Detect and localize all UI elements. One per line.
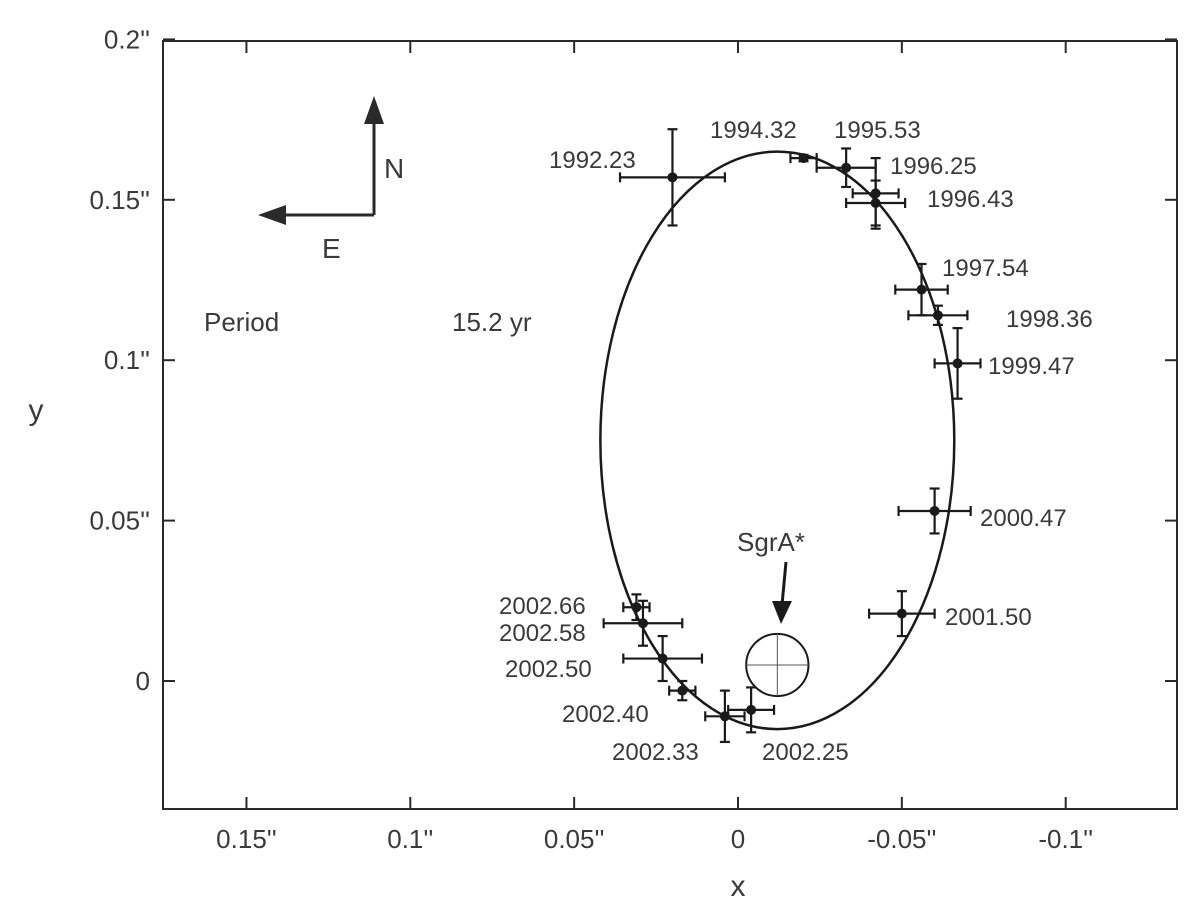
x-axis-label: x — [731, 870, 746, 903]
data-point — [894, 262, 949, 317]
north-arrow-head — [364, 96, 384, 124]
data-point-marker — [798, 153, 809, 164]
epoch-label: 2002.25 — [762, 739, 849, 766]
east-arrow-head — [258, 205, 286, 225]
data-point-marker — [929, 505, 940, 516]
epoch-label: 1997.54 — [942, 255, 1029, 282]
data-point-marker — [952, 358, 963, 369]
compass-north-label: N — [384, 153, 404, 184]
epoch-label: 1996.25 — [890, 153, 977, 180]
sgra-marker: SgrA* — [737, 527, 810, 698]
y-tick-label: 0.2'' — [104, 24, 150, 54]
data-point — [668, 679, 697, 702]
y-tick-label: 0.15'' — [89, 185, 150, 215]
epoch-label: 1995.53 — [834, 117, 921, 144]
y-tick-label: 0.1'' — [104, 345, 150, 375]
compass: N E — [258, 96, 404, 264]
y-axis-label: y — [29, 394, 44, 427]
data-point — [933, 327, 982, 400]
data-point-marker — [667, 172, 678, 183]
sgra-pointer-head — [772, 601, 792, 624]
compass-east-label: E — [322, 233, 341, 264]
epoch-label: 2002.40 — [562, 701, 649, 728]
epoch-label: 1996.43 — [927, 186, 1014, 213]
orbit-data-points — [602, 128, 982, 744]
x-tick-label: -0.05'' — [867, 824, 936, 854]
epoch-label: 2002.33 — [612, 739, 699, 766]
y-tick-label: 0 — [136, 666, 150, 696]
orbit-ellipse — [599, 150, 956, 731]
x-tick-label: 0 — [731, 824, 745, 854]
epoch-label: 1994.32 — [710, 117, 797, 144]
period-value: 15.2 yr — [452, 307, 532, 337]
data-point-marker — [916, 284, 927, 295]
data-point — [727, 686, 776, 734]
axis-ticks — [163, 38, 1177, 809]
epoch-label: 2002.66 — [499, 593, 586, 620]
x-tick-labels: 0.15'' 0.1'' 0.05'' 0 -0.05'' -0.1'' — [216, 824, 1093, 854]
data-point-marker — [932, 310, 943, 321]
data-point — [815, 147, 877, 189]
data-point — [845, 179, 907, 227]
plot-frame — [162, 40, 1178, 810]
data-point-marker — [631, 602, 642, 613]
data-point — [622, 593, 651, 622]
data-point — [622, 634, 704, 683]
data-point — [897, 487, 972, 535]
data-point-marker — [870, 198, 881, 209]
data-point — [907, 304, 969, 327]
x-tick-label: -0.1'' — [1038, 824, 1093, 854]
x-tick-label: 0.1'' — [387, 824, 433, 854]
data-point-marker — [657, 653, 668, 664]
sgra-label: SgrA* — [737, 527, 805, 557]
x-tick-label: 0.15'' — [216, 824, 277, 854]
epoch-label: 1998.36 — [1006, 306, 1093, 333]
data-point — [618, 128, 726, 227]
y-tick-labels: 0.2'' 0.15'' 0.1'' 0.05'' 0 — [89, 24, 150, 696]
epoch-label: 2000.47 — [980, 505, 1067, 532]
data-point-marker — [841, 162, 852, 173]
epoch-label: 1999.47 — [988, 353, 1075, 380]
data-point-marker — [746, 704, 757, 715]
epoch-labels: 1992.23 1994.32 1995.53 1996.25 1996.43 1997.… — [499, 117, 1093, 766]
sgra-pointer-arrow — [780, 561, 788, 606]
epoch-label: 2002.58 — [499, 620, 586, 647]
x-tick-label: 0.05'' — [544, 824, 605, 854]
data-point-marker — [896, 608, 907, 619]
epoch-label: 2002.50 — [505, 656, 592, 683]
data-point — [704, 689, 746, 744]
data-point — [867, 590, 936, 638]
epoch-label: 1992.23 — [549, 147, 636, 174]
data-point — [789, 153, 818, 164]
epoch-label: 2001.50 — [945, 604, 1032, 631]
data-point-marker — [719, 711, 730, 722]
data-point-marker — [677, 685, 688, 696]
y-tick-label: 0.05'' — [89, 506, 150, 536]
period-label: Period — [204, 307, 279, 337]
